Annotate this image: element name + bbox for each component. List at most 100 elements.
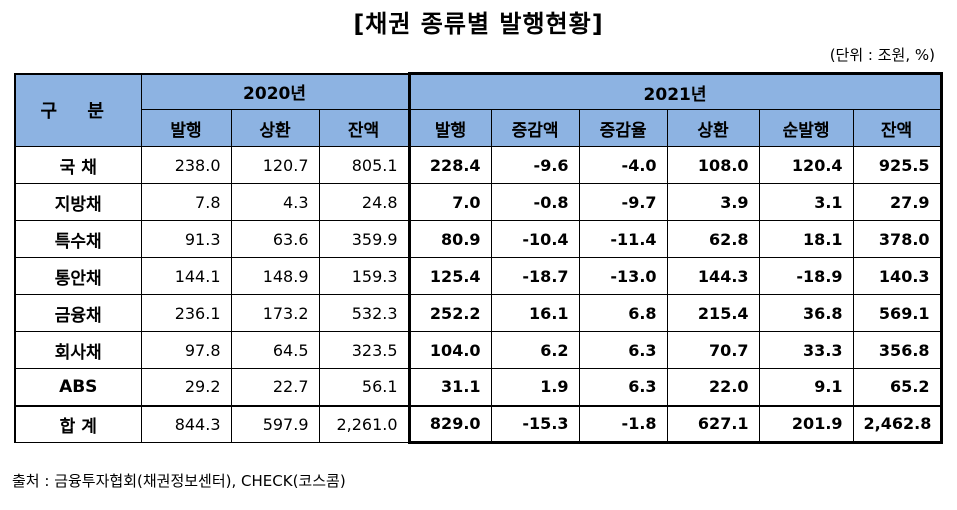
year-2020-header: 2020년 (140, 73, 410, 110)
col-2021-net-issue: 순발행 (758, 109, 854, 147)
table-cell: 4.3 (230, 183, 320, 221)
table-cell: 97.8 (140, 331, 232, 369)
table-cell: 31.1 (407, 368, 492, 406)
table-cell: 925.5 (852, 146, 943, 184)
table-cell: 829.0 (407, 404, 492, 444)
table-cell: 104.0 (407, 331, 492, 369)
table-cell: 108.0 (666, 146, 760, 184)
col-2020-balance: 잔액 (318, 109, 410, 147)
table-cell: 7.8 (140, 183, 232, 221)
table-cell: 569.1 (852, 294, 943, 332)
table-cell: 359.9 (318, 220, 410, 258)
table-cell: 29.2 (140, 368, 232, 406)
table-cell: -9.7 (578, 183, 668, 221)
col-2021-change-amount: 증감액 (490, 109, 580, 147)
table-cell: -18.9 (758, 257, 854, 295)
table-row: 지방채 7.8 4.3 24.8 7.0 -0.8 -9.7 3.9 3.1 27.9 (14, 183, 943, 221)
table-cell: 173.2 (230, 294, 320, 332)
table-cell: -4.0 (578, 146, 668, 184)
row-label: 금융채 (14, 294, 142, 332)
table-cell: 2,462.8 (852, 404, 943, 444)
table-cell: -0.8 (490, 183, 580, 221)
table-cell: -1.8 (578, 404, 668, 444)
table-cell: 3.9 (666, 183, 760, 221)
table-cell: 63.6 (230, 220, 320, 258)
table-cell: 9.1 (758, 368, 854, 406)
table-cell: 18.1 (758, 220, 854, 258)
table-cell: 24.8 (318, 183, 410, 221)
table-cell: 6.3 (578, 331, 668, 369)
table-cell: 80.9 (407, 220, 492, 258)
bond-issuance-table: 구 분 2020년 2021년 발행 상환 잔액 발행 증감액 증감율 상환 순… (14, 72, 943, 444)
table-cell: 144.3 (666, 257, 760, 295)
row-label: 합 계 (14, 404, 142, 443)
table-cell: 6.8 (578, 294, 668, 332)
table-cell: 27.9 (852, 183, 943, 221)
table-cell: 236.1 (140, 294, 232, 332)
table-row: 통안채 144.1 148.9 159.3 125.4 -18.7 -13.0 144.3 -1… (14, 257, 943, 295)
table-cell: -15.3 (490, 404, 580, 444)
table-cell: -11.4 (578, 220, 668, 258)
table-cell: 532.3 (318, 294, 410, 332)
table-row: 특수채 91.3 63.6 359.9 80.9 -10.4 -11.4 62.8 18.1 37… (14, 220, 943, 258)
table-row: ABS 29.2 22.7 56.1 31.1 1.9 6.3 22.0 9.1 65.2 (14, 368, 943, 406)
table-cell: 2,261.0 (318, 404, 410, 443)
table-cell: -10.4 (490, 220, 580, 258)
category-header: 구 분 (14, 73, 142, 147)
table-cell: 6.3 (578, 368, 668, 406)
table-cell: 323.5 (318, 331, 410, 369)
table-cell: 22.7 (230, 368, 320, 406)
table-cell: 844.3 (140, 404, 232, 443)
col-2021-issue: 발행 (407, 109, 492, 147)
row-label: 회사채 (14, 331, 142, 369)
table-cell: 120.7 (230, 146, 320, 184)
table-cell: 36.8 (758, 294, 854, 332)
row-label: ABS (14, 368, 142, 406)
table-cell: 56.1 (318, 368, 410, 406)
table-cell: 627.1 (666, 404, 760, 444)
table-cell: 597.9 (230, 404, 320, 443)
table-cell: 144.1 (140, 257, 232, 295)
table-cell: 65.2 (852, 368, 943, 406)
table-cell: 16.1 (490, 294, 580, 332)
table-cell: 201.9 (758, 404, 854, 444)
table-cell: 378.0 (852, 220, 943, 258)
row-label: 국 채 (14, 146, 142, 184)
table-cell: -13.0 (578, 257, 668, 295)
table-row: 회사채 97.8 64.5 323.5 104.0 6.2 6.3 70.7 33.3 356.8 (14, 331, 943, 369)
table-cell: -9.6 (490, 146, 580, 184)
row-label: 특수채 (14, 220, 142, 258)
table-cell: 3.1 (758, 183, 854, 221)
table-cell: 252.2 (407, 294, 492, 332)
table-cell: 140.3 (852, 257, 943, 295)
table-cell: 7.0 (407, 183, 492, 221)
col-2021-balance: 잔액 (852, 109, 943, 147)
table-cell: 70.7 (666, 331, 760, 369)
table-cell: 120.4 (758, 146, 854, 184)
table-cell: 62.8 (666, 220, 760, 258)
unit-note: (단위 : 조원, %) (829, 46, 935, 64)
table-cell: 805.1 (318, 146, 410, 184)
row-label: 통안채 (14, 257, 142, 295)
table-row: 금융채 236.1 173.2 532.3 252.2 16.1 6.8 215.4 36.8 5… (14, 294, 943, 332)
table-cell: 22.0 (666, 368, 760, 406)
table-cell: 238.0 (140, 146, 232, 184)
table-title: [채권 종류별 발행현황] (353, 10, 604, 38)
table-cell: 33.3 (758, 331, 854, 369)
table-cell: 64.5 (230, 331, 320, 369)
table-cell: 356.8 (852, 331, 943, 369)
table-cell: 91.3 (140, 220, 232, 258)
table-row: 국 채 238.0 120.7 805.1 228.4 -9.6 -4.0 108.0 120.… (14, 146, 943, 184)
table-cell: 148.9 (230, 257, 320, 295)
table-cell: 125.4 (407, 257, 492, 295)
table-cell: 159.3 (318, 257, 410, 295)
col-2021-redemption: 상환 (666, 109, 760, 147)
col-2021-change-rate: 증감율 (578, 109, 668, 147)
col-2020-redemption: 상환 (230, 109, 320, 147)
col-2020-issue: 발행 (140, 109, 232, 147)
source-note: 출처 : 금융투자협회(채권정보센터), CHECK(코스콤) (12, 472, 346, 490)
table-cell: 1.9 (490, 368, 580, 406)
table-cell: 6.2 (490, 331, 580, 369)
year-2021-header: 2021년 (407, 72, 943, 110)
table-row: 합 계 844.3 597.9 2,261.0 829.0 -15.3 -1.8 627.1 2… (14, 404, 943, 444)
